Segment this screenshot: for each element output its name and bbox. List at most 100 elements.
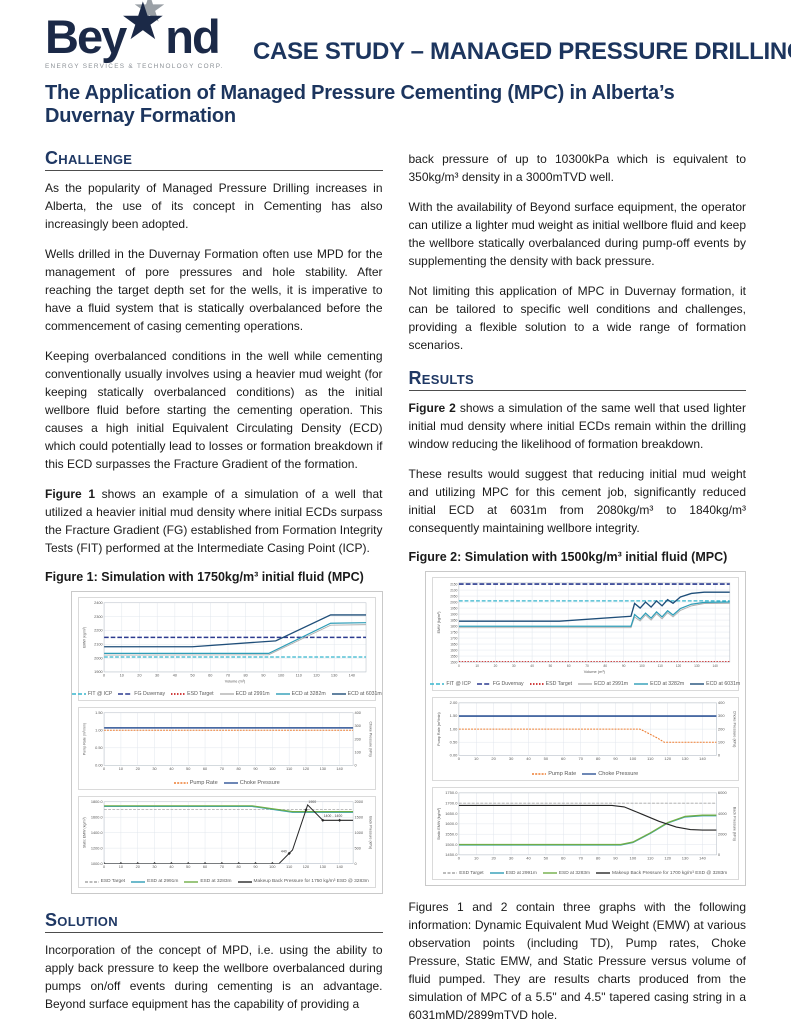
svg-text:1000.0: 1000.0	[91, 861, 103, 866]
legend-item: Pump Rate	[173, 780, 218, 786]
legend-swatch-icon	[582, 773, 597, 775]
fig1-emw-chart: 0 10 20 30 40 50 60 70 80 90 100 110 120 130 140 1900 20…	[71, 597, 382, 701]
svg-text:Static EMW (kg/m³): Static EMW (kg/m³)	[436, 808, 440, 840]
challenge-heading: Challenge	[45, 148, 383, 171]
svg-text:20: 20	[136, 865, 140, 870]
figure1-ref: Figure 1	[45, 487, 96, 501]
svg-text:60: 60	[208, 673, 212, 678]
svg-text:70: 70	[578, 757, 583, 762]
star-gray-icon: ★	[134, 0, 165, 28]
svg-text:400: 400	[354, 710, 360, 715]
chart-legend: Pump Rate Choke Pressure	[81, 779, 373, 789]
company-logo: Bey ★ ★ ★ nd ENERGY SERVICES & TECHNOLOG…	[45, 0, 241, 70]
svg-text:0.50: 0.50	[449, 740, 458, 745]
legend-item: ECD at 6031m	[331, 691, 382, 697]
svg-text:80: 80	[237, 865, 241, 870]
svg-text:120: 120	[664, 757, 671, 762]
right-column: back pressure of up to 10300kPa which is…	[408, 148, 747, 1024]
svg-text:30: 30	[508, 856, 513, 861]
challenge-paragraph-1: As the popularity of Managed Pressure Dr…	[45, 181, 383, 231]
chart-legend: FIT @ ICP FG Duvernay ESD Target ECD at 299…	[71, 690, 382, 700]
svg-text:1800: 1800	[450, 624, 457, 628]
svg-text:50: 50	[186, 766, 190, 771]
legend-item: ESD Target	[529, 681, 572, 687]
svg-text:1800.0: 1800.0	[91, 799, 103, 804]
svg-text:0: 0	[457, 664, 459, 668]
svg-text:1700: 1700	[450, 636, 457, 640]
svg-text:110: 110	[657, 664, 662, 668]
svg-text:1900: 1900	[450, 612, 457, 616]
svg-text:40: 40	[530, 664, 534, 668]
svg-text:1550: 1550	[450, 654, 457, 658]
svg-text:120: 120	[664, 856, 671, 861]
svg-text:130: 130	[681, 757, 688, 762]
svg-text:130: 130	[694, 664, 700, 668]
svg-text:300: 300	[717, 714, 724, 719]
legend-item: ECD at 3282m	[275, 691, 326, 697]
svg-text:90: 90	[613, 856, 618, 861]
results-heading: Results	[408, 368, 746, 391]
svg-text:30: 30	[152, 865, 156, 870]
svg-text:20: 20	[136, 766, 140, 771]
logo-tagline: ENERGY SERVICES & TECHNOLOGY CORP.	[45, 63, 224, 70]
svg-text:200: 200	[354, 736, 360, 741]
svg-text:130: 130	[320, 766, 326, 771]
solution-continued-paragraph: back pressure of up to 10300kPa which is…	[408, 152, 747, 184]
svg-text:60: 60	[566, 664, 570, 668]
legend-item: FG Duvernay	[118, 691, 165, 697]
svg-text:2200: 2200	[94, 628, 103, 633]
svg-text:0.50: 0.50	[95, 745, 103, 750]
fig2-static-chart: 0 10 20 30 40 50 60 70 80 90 100 110 120 130 140 1450.0…	[431, 787, 739, 880]
svg-text:10: 10	[120, 673, 124, 678]
svg-text:90: 90	[261, 673, 265, 678]
legend-swatch-icon	[331, 693, 346, 695]
svg-text:EMW (kg/m³): EMW (kg/m³)	[436, 612, 440, 634]
svg-text:1.00: 1.00	[95, 727, 103, 732]
legend-item: ESD at 2991m	[131, 879, 178, 884]
availability-paragraph: With the availability of Beyond surface …	[408, 200, 747, 268]
svg-text:200: 200	[717, 727, 724, 732]
svg-text:70: 70	[220, 766, 224, 771]
svg-text:10: 10	[119, 766, 123, 771]
svg-text:2150: 2150	[450, 582, 457, 586]
svg-text:1550.0: 1550.0	[445, 832, 458, 837]
svg-text:130: 130	[331, 673, 337, 678]
svg-text:0: 0	[355, 861, 357, 866]
svg-text:100: 100	[354, 749, 360, 754]
svg-text:140: 140	[336, 865, 342, 870]
svg-text:80: 80	[595, 856, 600, 861]
fig2-rates-chart: 0 10 20 30 40 50 60 70 80 90 100 110 120 130 140 0.00 0.…	[431, 697, 739, 782]
legend-item: ECD at 6031m	[690, 681, 740, 687]
svg-text:0.00: 0.00	[449, 753, 458, 758]
svg-text:40: 40	[169, 766, 173, 771]
svg-text:1850: 1850	[450, 618, 457, 622]
svg-text:20: 20	[491, 856, 496, 861]
svg-text:1750.0: 1750.0	[445, 790, 458, 795]
svg-text:50: 50	[186, 865, 190, 870]
svg-text:6000: 6000	[717, 790, 727, 795]
svg-text:1750: 1750	[450, 630, 457, 634]
logo-text-post: nd	[165, 10, 220, 64]
svg-text:80: 80	[237, 766, 241, 771]
svg-text:20: 20	[491, 757, 496, 762]
svg-text:1500: 1500	[450, 660, 457, 664]
header: Bey ★ ★ ★ nd ENERGY SERVICES & TECHNOLOG…	[45, 0, 791, 70]
svg-text:1600.0: 1600.0	[91, 815, 103, 820]
legend-swatch-icon	[476, 683, 491, 686]
svg-text:30: 30	[511, 664, 515, 668]
svg-text:2.00: 2.00	[449, 701, 458, 706]
svg-text:10: 10	[474, 757, 479, 762]
svg-text:90: 90	[253, 766, 257, 771]
chart-legend: FIT @ ICP FG Duvernay ESD Target ECD at 299…	[430, 680, 740, 690]
svg-text:100: 100	[629, 856, 636, 861]
figure1-caption: Figure 1: Simulation with 1750kg/m³ init…	[45, 570, 364, 584]
legend-swatch-icon	[184, 881, 199, 883]
logo-text-pre: Bey	[45, 10, 127, 64]
svg-text:60: 60	[203, 766, 207, 771]
fig2-static-plot: 0 10 20 30 40 50 60 70 80 90 100 110 120 130 140 1450.0…	[436, 790, 736, 861]
svg-text:2300: 2300	[94, 614, 103, 619]
svg-text:2000: 2000	[717, 832, 727, 837]
legend-swatch-icon	[542, 872, 557, 874]
svg-text:110: 110	[647, 856, 654, 861]
